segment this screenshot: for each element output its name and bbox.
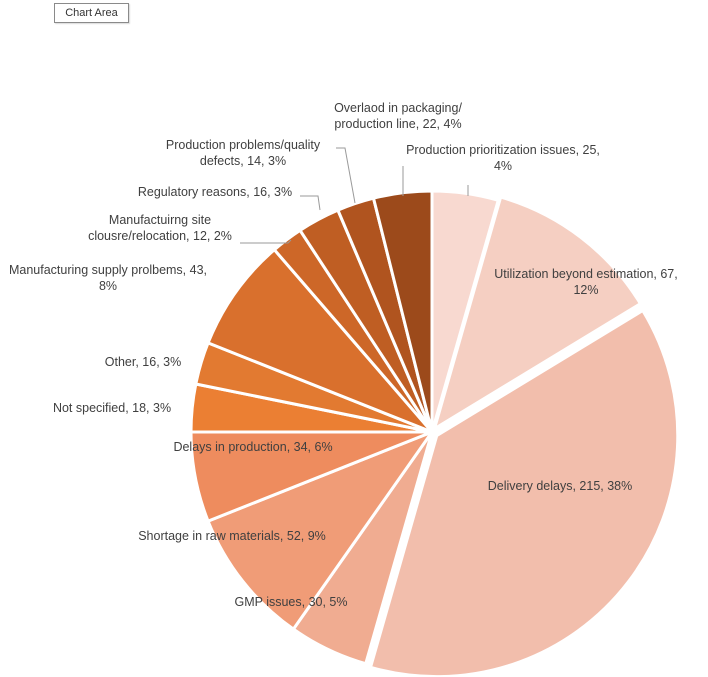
data-label-line: Regulatory reasons, 16, 3% [138,185,292,199]
data-label-line: 8% [99,279,117,293]
data-label-line: 12% [573,283,598,297]
pie-slice[interactable] [206,248,434,434]
data-label-line: 4% [494,159,512,173]
data-label-line: Production problems/quality [166,138,321,152]
data-label-line: Utilization beyond estimation, 67, [494,267,677,281]
pie-slice[interactable] [206,430,434,631]
data-label: Utilization beyond estimation, 67, 12% [494,267,677,297]
leader-line [240,239,292,244]
data-label: Regulatory reasons, 16, 3% [138,185,292,199]
leader-line [300,195,321,211]
data-label-line: production line, 22, 4% [334,117,461,131]
data-label: Production prioritization issues, 25, 4% [406,143,600,173]
pie-slice[interactable] [369,309,680,677]
data-label-line: Overlaod in packaging/ [334,101,462,115]
data-label-line: Other, 16, 3% [105,355,181,369]
data-label-line: Manufacturing supply prolbems, 43, [9,263,207,277]
pie-slices [189,189,680,677]
data-label-line: GMP issues, 30, 5% [234,595,347,609]
pie-slice[interactable] [432,195,642,431]
data-label: Manufactuirng site clousre/relocation, 12… [88,213,232,243]
data-label-line: Delays in production, 34, 6% [173,440,332,454]
data-label: Not specified, 18, 3% [53,401,171,415]
data-label-line: Not specified, 18, 3% [53,401,171,415]
data-label: Delivery delays, 215, 38% [488,479,633,493]
data-label-line: Delivery delays, 215, 38% [488,479,633,493]
data-label: GMP issues, 30, 5% [234,595,347,609]
data-label: Other, 16, 3% [105,355,181,369]
data-label: Production problems/quality defects, 14, … [166,138,321,168]
data-labels: Production prioritization issues, 25, 4% U… [9,101,678,609]
leader-lines [240,147,469,244]
data-label: Manufacturing supply prolbems, 43, 8% [9,263,207,293]
data-label-line: defects, 14, 3% [200,154,286,168]
chart-area-tooltip: Chart Area [54,3,129,23]
data-label: Delays in production, 34, 6% [173,440,332,454]
data-label-line: Shortage in raw materials, 52, 9% [138,529,326,543]
data-label-line: Production prioritization issues, 25, [406,143,600,157]
data-label-line: clousre/relocation, 12, 2% [88,229,232,243]
data-label: Shortage in raw materials, 52, 9% [138,529,326,543]
data-label-line: Manufactuirng site [109,213,211,227]
data-label: Overlaod in packaging/production line, 2… [334,101,462,131]
leader-line [336,147,356,204]
